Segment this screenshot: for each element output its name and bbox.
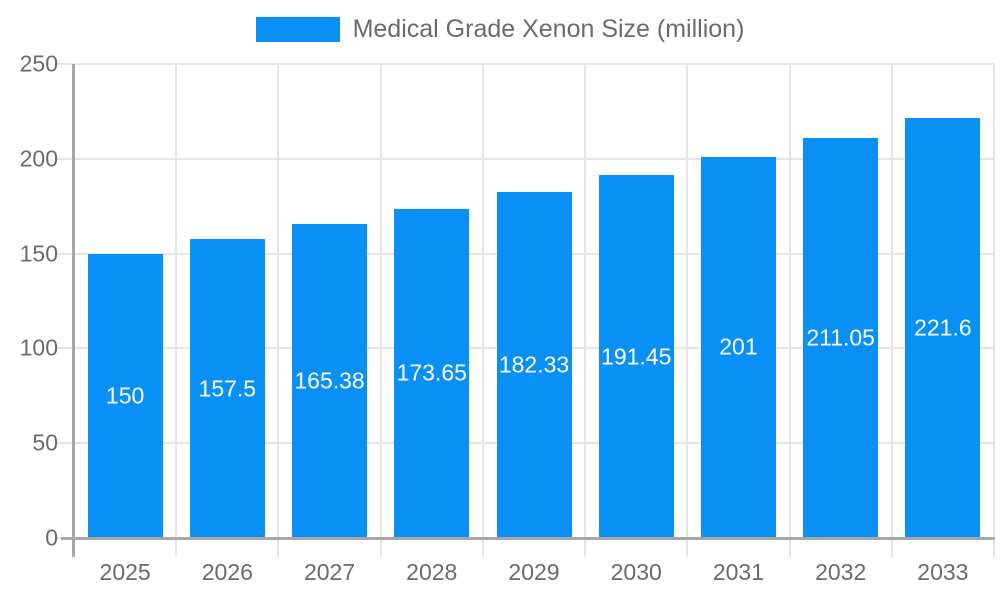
bar[interactable] [803,137,879,538]
x-tick [788,539,791,557]
x-tick-label: 2032 [815,559,867,585]
v-gridline [890,64,893,538]
x-tick [686,539,689,557]
bar[interactable] [292,224,368,538]
y-tick [55,442,73,445]
x-tick-label: 2025 [99,559,151,585]
h-gridline [74,63,994,65]
x-tick-label: 2026 [201,559,253,585]
bar[interactable] [700,156,776,538]
v-gridline [175,64,178,538]
bar-value-label: 221.6 [914,314,972,341]
bar-value-label: 191.45 [601,343,672,369]
x-tick-label: 2028 [406,559,458,585]
bar[interactable] [496,192,572,538]
y-tick-label: 100 [19,334,58,361]
bar[interactable] [905,117,981,538]
y-tick-label: 150 [19,240,58,267]
x-tick [175,539,178,557]
y-tick [55,63,73,65]
bar[interactable] [394,208,470,538]
x-tick [481,539,484,557]
x-tick [277,539,280,557]
y-tick-label: 0 [45,524,58,551]
legend-label: Medical Grade Xenon Size (million) [352,15,745,43]
y-tick [55,252,73,255]
v-gridline [277,64,280,538]
bar-value-label: 150 [105,382,145,409]
bar[interactable] [87,253,163,538]
bar-value-label: 182.33 [498,351,570,378]
bar-value-label: 211.05 [806,324,875,351]
x-tick-label: 2029 [508,559,560,585]
x-tick [890,539,893,557]
x-tick [993,539,995,557]
v-gridline [481,64,484,538]
x-tick-label: 2031 [712,559,765,585]
y-tick [55,347,73,350]
bar[interactable] [598,175,674,538]
v-gridline [584,64,587,538]
v-gridline [788,64,791,538]
bar-value-label: 157.5 [198,375,257,402]
v-gridline [379,64,382,538]
bar[interactable] [189,239,265,538]
legend-swatch [255,17,340,42]
x-tick-label: 2033 [917,559,969,585]
x-tick [379,539,382,557]
legend-item[interactable]: Medical Grade Xenon Size (million) [0,15,1000,44]
v-gridline [993,64,995,538]
h-gridline [74,157,994,160]
bar-value-label: 165.38 [294,367,365,394]
bar-value-label: 201 [719,333,758,360]
bar-value-label: 173.65 [396,359,467,386]
x-axis-line [61,537,995,540]
x-tick-label: 2027 [303,559,356,585]
v-gridline [686,64,689,538]
y-tick-label: 50 [32,429,58,456]
y-axis-line [72,64,75,557]
y-tick-label: 200 [19,145,58,172]
y-tick [55,157,73,160]
x-tick [584,539,587,557]
plot-area: 150 157.5 165.38 173.65 182.33 191.45 201 211.0… [55,63,995,557]
y-tick-label: 250 [19,50,58,77]
x-tick-label: 2030 [610,559,662,585]
